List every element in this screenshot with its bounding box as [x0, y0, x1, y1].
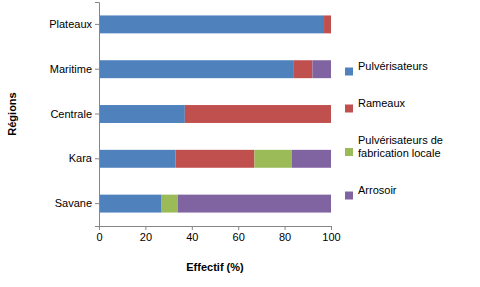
- y-tick-label: Kara: [69, 152, 93, 164]
- bar: [99, 15, 324, 33]
- x-tick: 100: [322, 226, 340, 243]
- x-tick: 40: [186, 226, 198, 243]
- bars: [99, 15, 331, 212]
- bar: [312, 60, 331, 78]
- bar: [99, 105, 185, 123]
- x-tick-label: 100: [322, 231, 340, 243]
- legend-label: Arrosoir: [358, 184, 397, 196]
- bar: [99, 60, 294, 78]
- chart: 0 20 40 60 80 100 Plateaux Maritime Centrale Kara…: [0, 0, 480, 287]
- x-tick-mark: [238, 226, 239, 230]
- y-tick-mark: [95, 203, 99, 204]
- y-tick: Plateaux: [49, 18, 99, 30]
- y-tick-mark: [95, 24, 99, 25]
- legend-swatch: [345, 68, 353, 76]
- bar: [331, 105, 332, 123]
- legend-swatch: [345, 192, 353, 200]
- x-tick-label: 60: [233, 231, 245, 243]
- bar: [162, 195, 178, 213]
- bar: [178, 195, 331, 213]
- bar: [185, 105, 331, 123]
- y-tick: Maritime: [50, 63, 99, 75]
- legend-label: Pulvérisateurs: [358, 60, 428, 72]
- bar: [176, 150, 255, 168]
- y-axis: Plateaux Maritime Centrale Kara Savane: [49, 3, 99, 227]
- x-axis: 0 20 40 60 80 100: [96, 226, 340, 243]
- x-axis-line: [100, 227, 332, 231]
- x-tick-label: 20: [140, 231, 152, 243]
- x-tick: 60: [233, 226, 245, 243]
- legend: Pulvérisateurs Rameaux Pulvérisateurs defa…: [345, 60, 443, 200]
- bar: [292, 150, 331, 168]
- x-tick-mark: [331, 226, 332, 230]
- x-tick-label: 40: [186, 231, 198, 243]
- bar: [294, 60, 313, 78]
- y-tick-label: Plateaux: [49, 18, 92, 30]
- y-tick: Centrale: [50, 108, 99, 120]
- y-tick-mark: [95, 158, 99, 159]
- x-tick-label: 0: [96, 231, 102, 243]
- x-tick-mark: [192, 226, 193, 230]
- bar: [331, 15, 332, 33]
- bar: [331, 105, 332, 123]
- legend-label: Rameaux: [358, 97, 406, 109]
- legend-label: Pulvérisateurs defabrication locale: [358, 134, 443, 159]
- x-tick-mark: [145, 226, 146, 230]
- x-tick-label: 80: [279, 231, 291, 243]
- y-tick-label: Maritime: [50, 63, 92, 75]
- y-tick: Savane: [55, 197, 99, 209]
- y-axis-title: Régions: [6, 92, 18, 135]
- bar: [331, 15, 332, 33]
- bar: [324, 15, 331, 33]
- y-tick-mark: [95, 69, 99, 70]
- y-tick-label: Centrale: [50, 108, 92, 120]
- y-tick-label: Savane: [55, 197, 92, 209]
- plot-area: 0 20 40 60 80 100 Plateaux Maritime Centrale Kara…: [49, 3, 340, 243]
- legend-swatch: [345, 105, 353, 113]
- bar: [254, 150, 291, 168]
- bar: [99, 150, 176, 168]
- y-tick-mark: [95, 114, 99, 115]
- x-axis-title: Effectif (%): [186, 261, 244, 273]
- y-tick: Kara: [69, 152, 99, 164]
- y-axis-line: [95, 3, 100, 227]
- x-tick: 20: [140, 226, 152, 243]
- x-tick: 80: [279, 226, 291, 243]
- x-tick: 0: [96, 226, 102, 243]
- bar: [99, 195, 162, 213]
- x-tick-mark: [285, 226, 286, 230]
- legend-swatch: [345, 148, 353, 156]
